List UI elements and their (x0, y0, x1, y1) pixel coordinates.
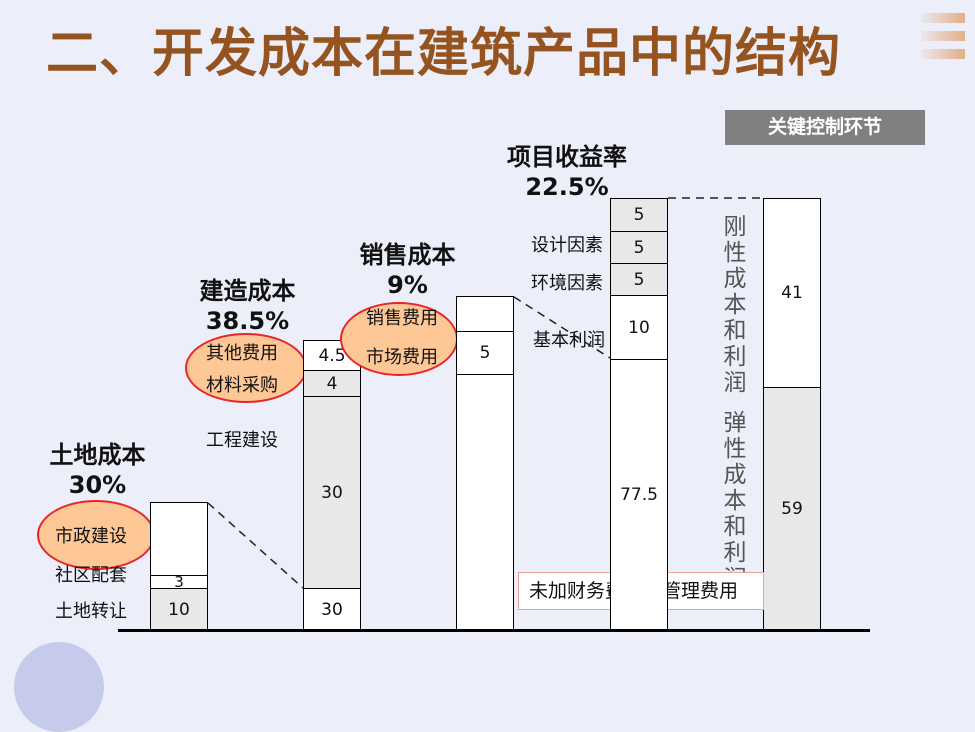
label-construction: 工程建设 (206, 430, 278, 451)
seg-flexible: 59 (764, 387, 820, 630)
seg-sales-fees (457, 297, 513, 331)
seg-base-profit: 10 (611, 295, 667, 359)
highlight-ellipse (185, 333, 307, 403)
label-sales-fees: 销售费用 (366, 308, 438, 329)
x-axis (118, 629, 870, 632)
bar-land: 3 10 (150, 502, 208, 631)
sales-cost-pct: 9% (387, 271, 428, 299)
connector-lines (207, 197, 763, 589)
label-marketing-fees: 市场费用 (366, 347, 438, 368)
profit-rate-title: 项目收益率 (507, 143, 627, 171)
seg-design: 5 (611, 231, 667, 263)
label-community: 社区配套 (55, 565, 127, 586)
decor-stripe (921, 49, 965, 59)
seg-base: 30 (304, 588, 360, 630)
bar-profit-overlap (610, 572, 668, 610)
seg-community: 3 (151, 573, 207, 591)
bar-build: 4.5 4 30 30 (303, 340, 361, 631)
seg-construction: 30 (304, 396, 360, 588)
build-cost-title: 建造成本 (199, 277, 296, 305)
land-cost-title: 土地成本 (49, 441, 146, 469)
build-cost-heading: 建造成本 38.5% (190, 276, 305, 336)
sales-cost-heading: 销售成本 9% (350, 240, 465, 300)
key-control-badge: 关键控制环节 (725, 110, 925, 145)
label-municipal: 市政建设 (55, 526, 127, 547)
seg-base (457, 374, 513, 630)
seg-municipal (151, 503, 207, 575)
decor-stripe (921, 31, 965, 41)
land-cost-heading: 土地成本 30% (40, 440, 155, 500)
land-cost-pct: 30% (68, 471, 127, 499)
seg-top: 5 (611, 199, 667, 231)
label-land-transfer: 土地转让 (55, 601, 127, 622)
decor-stripe (921, 13, 965, 23)
seg-marketing-fees: 5 (457, 331, 513, 374)
highlight-ellipse (340, 302, 458, 376)
bar-total: 41 59 (763, 198, 821, 631)
bar-sales: 5 (456, 296, 514, 631)
label-base-profit: 基本利润 (533, 330, 605, 351)
slide-title: 二、开发成本在建筑产品中的结构 (46, 24, 842, 84)
rigid-cost-label: 刚性成本和利润 (723, 214, 747, 396)
seg-materials: 4 (304, 370, 360, 396)
profit-rate-heading: 项目收益率 22.5% (497, 142, 637, 202)
seg-land-transfer: 10 (151, 588, 207, 630)
decor-circle (14, 642, 104, 732)
label-materials: 材料采购 (206, 375, 278, 396)
label-other-fees: 其他费用 (206, 343, 278, 364)
label-design: 设计因素 (531, 235, 603, 256)
seg-rigid: 41 (764, 199, 820, 387)
profit-rate-pct: 22.5% (525, 173, 609, 201)
build-cost-pct: 38.5% (205, 307, 290, 335)
sales-cost-title: 销售成本 (359, 241, 456, 269)
seg-environment: 5 (611, 263, 667, 295)
label-environment: 环境因素 (531, 273, 603, 294)
